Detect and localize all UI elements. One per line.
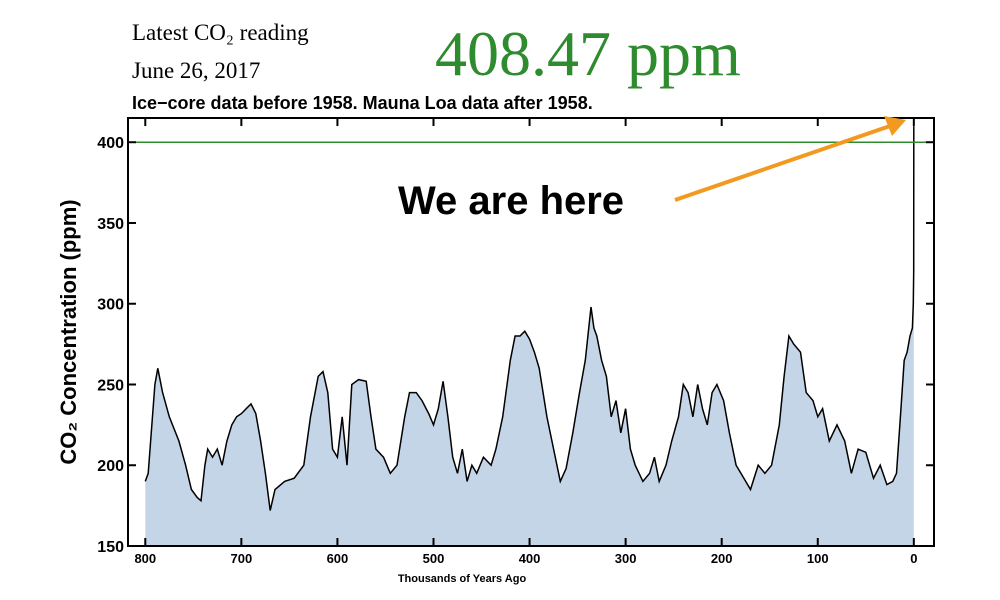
x-tick-label: 200	[711, 551, 733, 566]
y-axis-label: CO₂ Concentration (ppm)	[56, 199, 81, 464]
x-tick-label: 600	[327, 551, 349, 566]
header-date: June 26, 2017	[132, 58, 260, 83]
y-tick-label: 300	[97, 297, 124, 314]
header-label: Latest CO₂ reading	[132, 20, 309, 45]
x-tick-label: 0	[910, 551, 917, 566]
y-tick-label: 350	[97, 216, 124, 233]
annotation: We are here	[398, 179, 624, 223]
plot-frame	[127, 117, 935, 547]
y-tick-label: 400	[97, 135, 124, 152]
x-tick-label: 300	[615, 551, 637, 566]
annotation-arrow	[674, 124, 891, 202]
y-tick-label: 250	[97, 377, 124, 394]
x-tick-label: 700	[231, 551, 253, 566]
arrow-head	[884, 116, 906, 136]
chart-title: Ice−core data before 1958. Mauna Loa dat…	[132, 93, 593, 113]
area	[145, 126, 914, 546]
x-axis-label: Thousands of Years Ago	[398, 573, 527, 585]
line	[144, 126, 915, 511]
y-tick-label: 200	[97, 458, 124, 475]
x-tick-label: 400	[519, 551, 541, 566]
header-reading: 408.47 ppm	[435, 18, 741, 89]
plot-area: 150 200 250 300 350 400 800 700 600 500 400 300 200 1…	[97, 117, 935, 566]
x-tick-label: 500	[423, 551, 445, 566]
x-tick-label: 100	[807, 551, 829, 566]
x-tick-label: 800	[134, 551, 156, 566]
y-tick-label: 150	[97, 539, 124, 556]
